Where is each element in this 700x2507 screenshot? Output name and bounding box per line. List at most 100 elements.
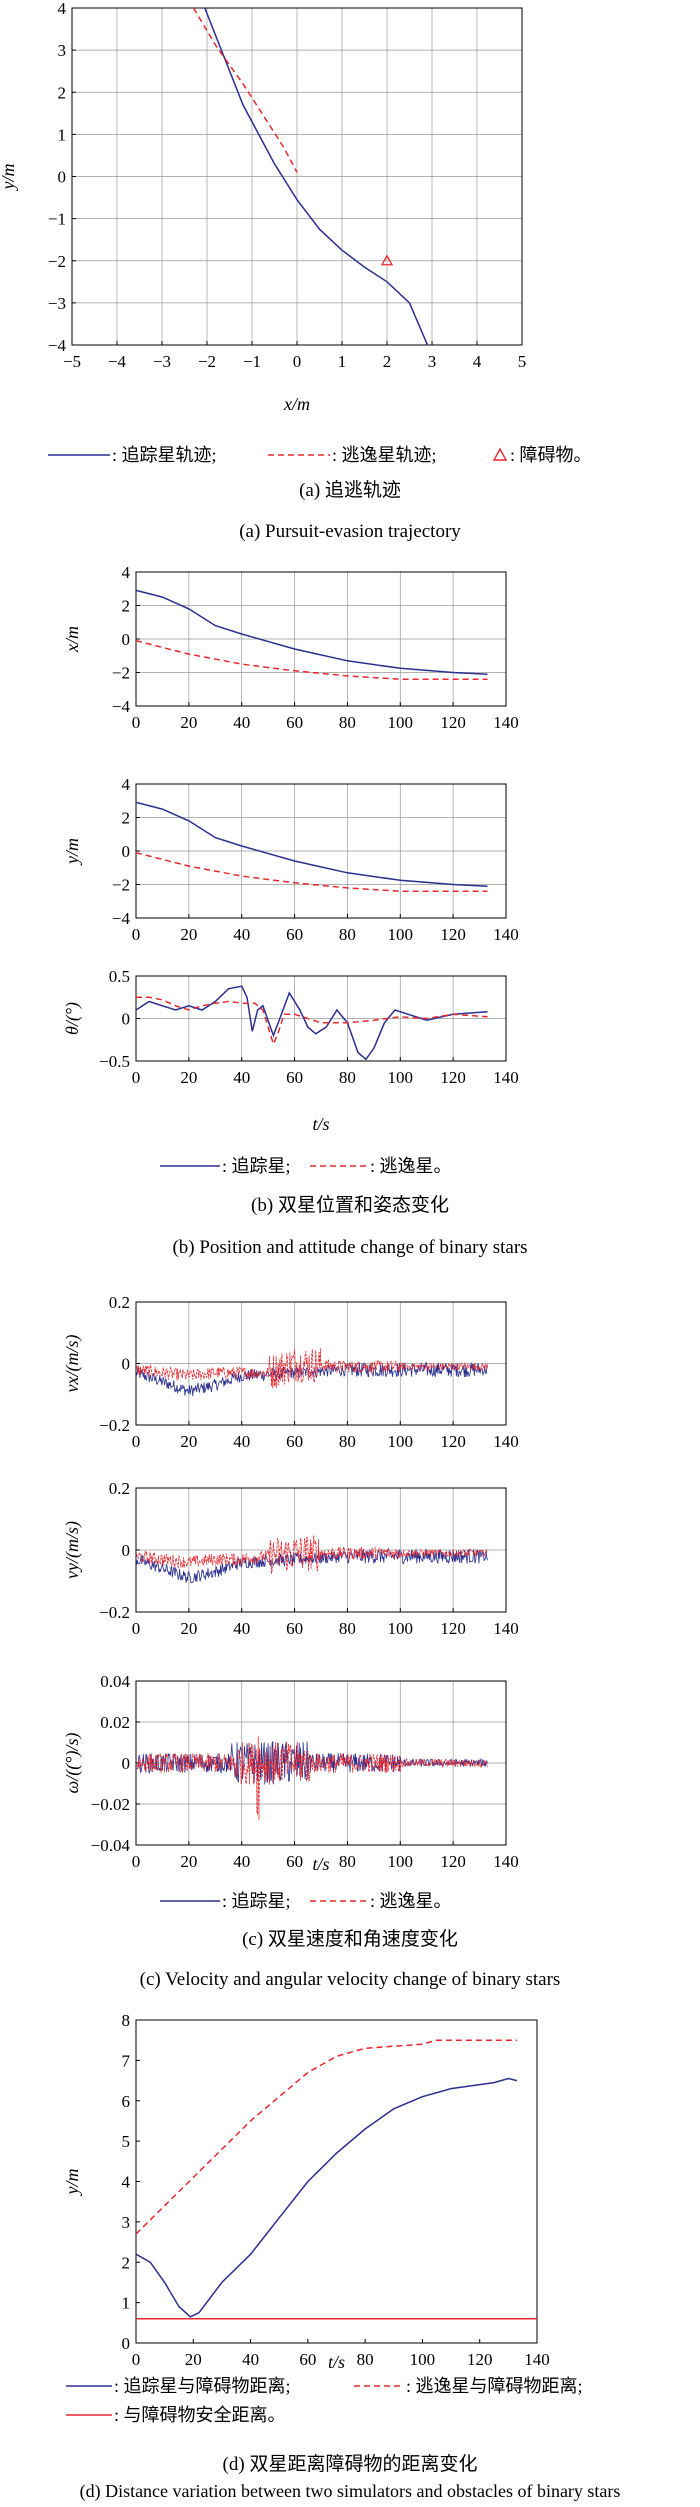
c_omega-xtick-label-6: 120 [440,1852,466,1871]
b_y-ytick-label-1: 2 [122,809,131,828]
b_x-xtick-label-3: 60 [286,713,303,732]
b_x-ytick-label-1: 2 [122,597,131,616]
d-xtick-label-2: 40 [242,2350,259,2369]
c_vy-xtick-label-7: 140 [493,1619,519,1638]
c_vx-ylabel: vx/(m/s) [62,1335,83,1393]
a-xtick-label-2: −3 [153,352,171,371]
c_vx-xtick-label-7: 140 [493,1432,519,1451]
d-xlabel: t/s [328,2352,345,2372]
c_vy-xtick-label-3: 60 [286,1619,303,1638]
c_vx-ytick-label-1: 0 [122,1355,131,1374]
b_x-series-pursuer [136,589,488,675]
b_x-xtick-label-1: 20 [180,713,197,732]
d-ytick-label-3: 5 [122,2132,131,2151]
c_omega-xlabel: t/s [312,1854,329,1874]
a-xtick-label-4: −1 [243,352,261,371]
b_theta-series-pursuer [136,985,488,1061]
a-xtick-label-3: −2 [198,352,216,371]
a-ytick-label-1: 3 [58,41,67,60]
d-ytick-label-7: 1 [122,2294,131,2313]
legend-a-obstacle-label: : 障碍物。 [510,445,592,465]
d-ytick-label-6: 2 [122,2253,131,2272]
legend-a-evader-label: : 逃逸星轨迹; [332,445,437,465]
d-ytick-label-8: 0 [122,2334,131,2353]
b_y-series-pursuer [136,801,488,887]
d-ytick-label-4: 4 [122,2173,131,2192]
d-xtick-label-5: 100 [410,2350,436,2369]
legend-a-obstacle-swatch [492,447,508,461]
b_theta-xtick-label-7: 140 [493,1068,519,1087]
c_omega-xtick-label-7: 140 [493,1852,519,1871]
legend-d: : 追踪星与障碍物距离; : 逃逸星与障碍物距离; : 与障碍物安全距离。 [66,2376,583,2425]
b_y-xtick-label-5: 100 [388,925,414,944]
b_theta-xtick-label-6: 120 [440,1068,466,1087]
c_vx-ytick-label-0: 0.2 [109,1293,130,1312]
legend-c-pursuer-label: : 追踪星; [222,1891,291,1911]
b_y-series-evader [136,851,488,892]
d-series-pursuer [136,2077,518,2318]
b_y-ylabel: y/m [62,838,82,866]
c_omega-ylabel: ω/((°)/s) [62,1733,83,1794]
a-xtick-label-10: 5 [518,352,527,371]
caption-a-en: (a) Pursuit-evasion trajectory [239,521,461,542]
caption-c-cn: (c) 双星速度和角速度变化 [242,1928,458,1950]
b_theta-xtick-label-1: 20 [180,1068,197,1087]
c_omega-xtick-label-2: 40 [233,1852,250,1871]
c_vx-xtick-label-3: 60 [286,1432,303,1451]
d-ylabel: y/m [62,2169,82,2197]
b_theta-xtick-label-5: 100 [388,1068,414,1087]
b_x-xtick-label-4: 80 [339,713,356,732]
c_omega-ytick-label-2: 0 [122,1754,131,1773]
a-xtick-label-5: 0 [293,352,302,371]
b_theta-xtick-label-2: 40 [233,1068,250,1087]
d-ytick-label-0: 8 [122,2011,131,2030]
c_omega-series-evader [136,1736,488,1821]
caption-d-cn: (d) 双星距离障碍物的距离变化 [223,2453,478,2475]
a-series-pursuer [204,8,429,345]
b_theta-series-evader [136,996,488,1047]
b_theta-ylabel: θ/(°) [62,1002,83,1035]
b_theta-ytick-label-0: 0.5 [109,967,130,986]
legend-d-pursuer-label: : 追踪星与障碍物距离; [114,2376,291,2396]
a-ytick-label-6: −2 [48,252,66,271]
d-xtick-label-7: 140 [524,2350,550,2369]
a-xtick-label-1: −4 [108,352,127,371]
b_x-ytick-label-0: 4 [122,563,131,582]
a-xtick-label-6: 1 [338,352,347,371]
c_omega-ytick-label-1: 0.02 [100,1713,130,1732]
c_omega-xtick-label-5: 100 [388,1852,414,1871]
d-ytick-label-2: 6 [122,2092,131,2111]
c_vy-series-pursuer [136,1547,488,1584]
c_vx-xtick-label-0: 0 [132,1432,141,1451]
c_omega-ytick-label-3: −0.02 [91,1795,130,1814]
legend-d-safe-label: : 与障碍物安全距离。 [114,2405,286,2425]
caption-c-en: (c) Velocity and angular velocity change… [140,1969,561,1990]
c_vx-xtick-label-4: 80 [339,1432,356,1451]
c_omega-ytick-label-4: −0.04 [91,1836,131,1855]
b_y-ytick-label-4: −4 [112,909,131,928]
a-marker-obstacle [380,254,394,266]
a-xtick-label-0: −5 [63,352,81,371]
b_x-xtick-label-7: 140 [493,713,519,732]
c_vy-xtick-label-4: 80 [339,1619,356,1638]
legend-a: : 追踪星轨迹; : 逃逸星轨迹; : 障碍物。 [48,445,592,465]
b_y-xtick-label-7: 140 [493,925,519,944]
c_omega-xtick-label-1: 20 [180,1852,197,1871]
d-xtick-label-0: 0 [132,2350,141,2369]
c_vy-series-evader [136,1535,488,1574]
d-ytick-label-1: 7 [122,2051,131,2070]
b_y-xtick-label-0: 0 [132,925,141,944]
a-ytick-label-7: −3 [48,294,66,313]
b_theta-ytick-label-2: −0.5 [99,1052,130,1071]
c_vx-xtick-label-5: 100 [388,1432,414,1451]
c_omega-ytick-label-0: 0.04 [100,1672,130,1691]
b_y-xtick-label-1: 20 [180,925,197,944]
d-series-evader [136,2039,517,2235]
caption-d-en: (d) Distance variation between two simul… [80,2481,621,2502]
b_x-ylabel: x/m [62,626,82,653]
